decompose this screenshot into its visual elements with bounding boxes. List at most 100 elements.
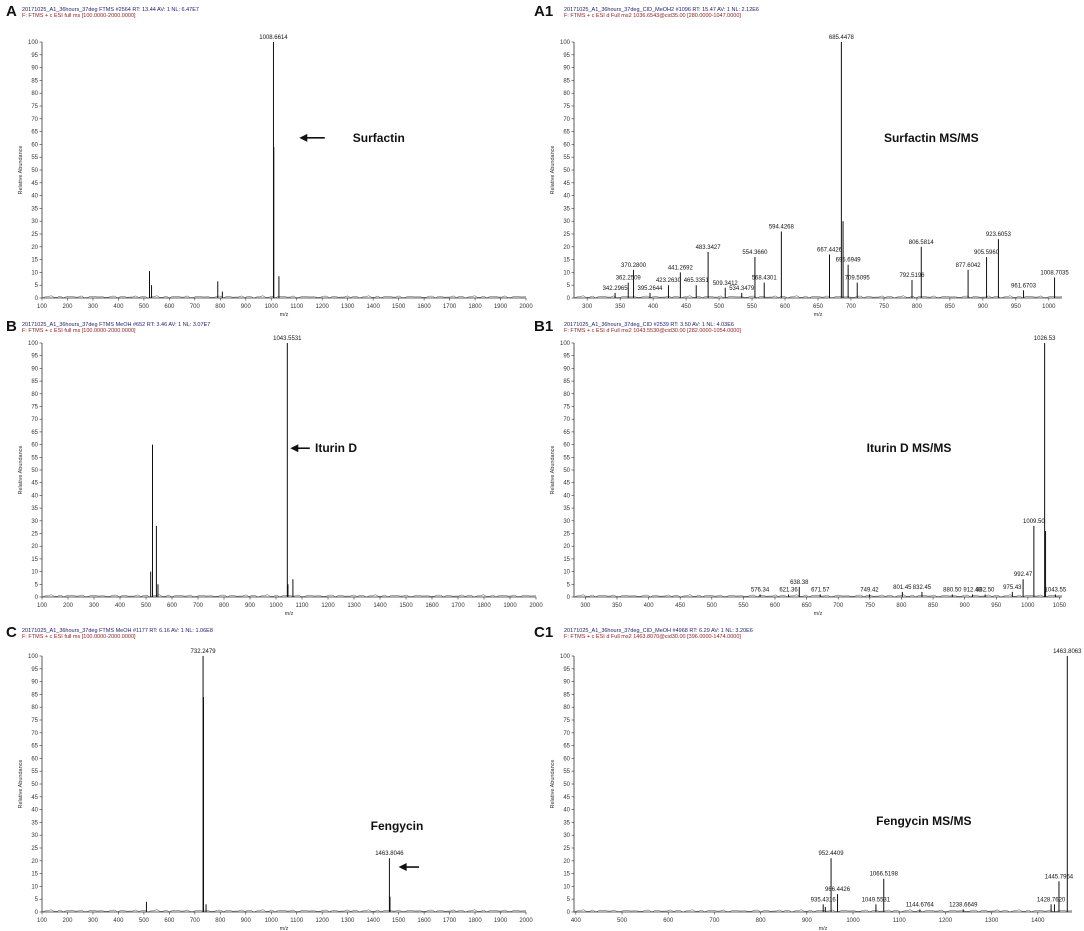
x-tick-label: 650 bbox=[813, 304, 824, 310]
panel-letter: A bbox=[6, 3, 17, 20]
y-tick-label: 5 bbox=[567, 897, 571, 903]
panel-letter: C bbox=[6, 624, 17, 641]
y-tick-label: 40 bbox=[563, 194, 570, 200]
x-tick-label: 750 bbox=[879, 304, 890, 310]
peak-label: 732.2479 bbox=[191, 649, 217, 655]
x-tick-label: 1100 bbox=[893, 918, 907, 924]
y-tick-label: 60 bbox=[563, 756, 570, 762]
x-tick-label: 550 bbox=[738, 603, 749, 609]
y-tick-label: 80 bbox=[563, 705, 570, 711]
y-tick-label: 90 bbox=[563, 66, 570, 72]
x-tick-label: 200 bbox=[63, 603, 74, 609]
y-tick-label: 55 bbox=[563, 155, 570, 161]
x-tick-label: 400 bbox=[113, 304, 124, 310]
scan-filter: F: FTMS + c ESI full ms [100.0000-2000.0… bbox=[22, 328, 136, 334]
x-tick-label: 400 bbox=[644, 603, 655, 609]
y-tick-label: 55 bbox=[563, 455, 570, 461]
panel-letter: C1 bbox=[534, 624, 553, 641]
y-tick-label: 60 bbox=[563, 443, 570, 449]
y-tick-label: 65 bbox=[31, 744, 38, 750]
x-axis-label: m/z bbox=[814, 611, 823, 617]
y-tick-label: 45 bbox=[31, 795, 38, 801]
arrow-icon bbox=[398, 863, 407, 872]
panel-b: B 20171025_A1_36hours_37deg FTMS MeOH #65… bbox=[6, 318, 543, 617]
x-tick-label: 800 bbox=[912, 304, 923, 310]
y-tick-label: 35 bbox=[563, 506, 570, 512]
x-tick-label: 600 bbox=[164, 918, 175, 924]
x-tick-label: 1300 bbox=[341, 304, 355, 310]
scan-filter: F: FTMS + c ESI full ms [100.0000-2000.0… bbox=[22, 634, 136, 640]
panel-a: A 20171025_A1_36hours_37deg FTMS #2564 RT… bbox=[6, 3, 533, 318]
x-tick-label: 2000 bbox=[519, 304, 533, 310]
axes bbox=[573, 656, 1072, 913]
y-tick-label: 45 bbox=[563, 795, 570, 801]
x-axis-label: m/z bbox=[819, 926, 828, 931]
compound-annotation: Fengycin bbox=[371, 819, 424, 833]
peak-label: 1008.7035 bbox=[1040, 271, 1069, 277]
peak-label: 671.57 bbox=[811, 587, 830, 593]
x-tick-label: 1500 bbox=[399, 603, 413, 609]
y-tick-label: 85 bbox=[563, 379, 570, 385]
peak-label: 1238.6649 bbox=[949, 902, 978, 908]
scan-filter: F: FTMS + c ESI d Full ms2 1036.6543@cid… bbox=[564, 13, 741, 19]
y-tick-label: 100 bbox=[560, 40, 571, 46]
y-tick-label: 85 bbox=[31, 692, 38, 698]
x-axis-label: m/z bbox=[814, 312, 823, 318]
peak-label: 1463.8063 bbox=[1053, 649, 1082, 655]
x-tick-label: 900 bbox=[802, 918, 813, 924]
x-tick-label: 500 bbox=[714, 304, 725, 310]
x-tick-label: 500 bbox=[139, 304, 150, 310]
x-axis-label: m/z bbox=[285, 611, 294, 617]
x-tick-label: 1400 bbox=[366, 918, 380, 924]
y-tick-label: 75 bbox=[563, 104, 570, 110]
x-tick-label: 700 bbox=[190, 918, 201, 924]
y-tick-label: 85 bbox=[563, 692, 570, 698]
y-tick-label: 90 bbox=[31, 366, 38, 372]
y-tick-label: 65 bbox=[31, 130, 38, 136]
y-tick-label: 45 bbox=[563, 481, 570, 487]
scan-header: 20171025_A1_36hours_37deg FTMS #2564 RT:… bbox=[22, 7, 199, 13]
peak-label: 912.48 bbox=[963, 587, 982, 593]
y-axis-label: Relative Abundance bbox=[550, 146, 556, 195]
y-tick-label: 100 bbox=[560, 654, 571, 660]
x-tick-label: 800 bbox=[756, 918, 767, 924]
y-tick-label: 10 bbox=[31, 570, 38, 576]
y-tick-label: 0 bbox=[567, 595, 571, 601]
axes bbox=[41, 42, 526, 299]
y-tick-label: 80 bbox=[31, 392, 38, 398]
axes bbox=[41, 656, 526, 913]
arrow-icon bbox=[299, 133, 308, 142]
y-tick-label: 60 bbox=[563, 142, 570, 148]
x-tick-label: 1000 bbox=[265, 918, 279, 924]
panel-letter: B bbox=[6, 318, 17, 335]
x-tick-label: 1400 bbox=[366, 304, 380, 310]
y-tick-label: 20 bbox=[563, 245, 570, 251]
y-tick-label: 25 bbox=[563, 846, 570, 852]
x-tick-label: 600 bbox=[663, 918, 674, 924]
y-tick-label: 50 bbox=[31, 168, 38, 174]
compound-annotation: Iturin D MS/MS bbox=[867, 441, 952, 455]
peak-label: 395.2644 bbox=[637, 286, 663, 292]
peak-label: 1043.5531 bbox=[273, 336, 302, 342]
y-tick-label: 15 bbox=[31, 872, 38, 878]
panel-c1: C1 20171025_A1_36hours_37deg_CID_MeOH #49… bbox=[534, 624, 1082, 931]
y-tick-label: 75 bbox=[563, 718, 570, 724]
compound-annotation: Surfactin MS/MS bbox=[884, 131, 979, 145]
x-tick-label: 500 bbox=[141, 603, 152, 609]
baseline-noise bbox=[41, 909, 527, 913]
y-tick-label: 30 bbox=[31, 219, 38, 225]
y-tick-label: 15 bbox=[563, 557, 570, 563]
baseline-noise bbox=[41, 594, 537, 598]
x-axis-label: m/z bbox=[280, 926, 289, 931]
x-tick-label: 300 bbox=[89, 603, 100, 609]
peak-label: 554.3660 bbox=[742, 250, 768, 256]
y-tick-label: 25 bbox=[563, 532, 570, 538]
y-tick-label: 10 bbox=[31, 884, 38, 890]
x-tick-label: 900 bbox=[245, 603, 256, 609]
x-tick-label: 350 bbox=[612, 603, 623, 609]
y-tick-label: 85 bbox=[31, 78, 38, 84]
y-tick-label: 25 bbox=[563, 232, 570, 238]
y-tick-label: 20 bbox=[563, 544, 570, 550]
x-tick-label: 1400 bbox=[373, 603, 387, 609]
